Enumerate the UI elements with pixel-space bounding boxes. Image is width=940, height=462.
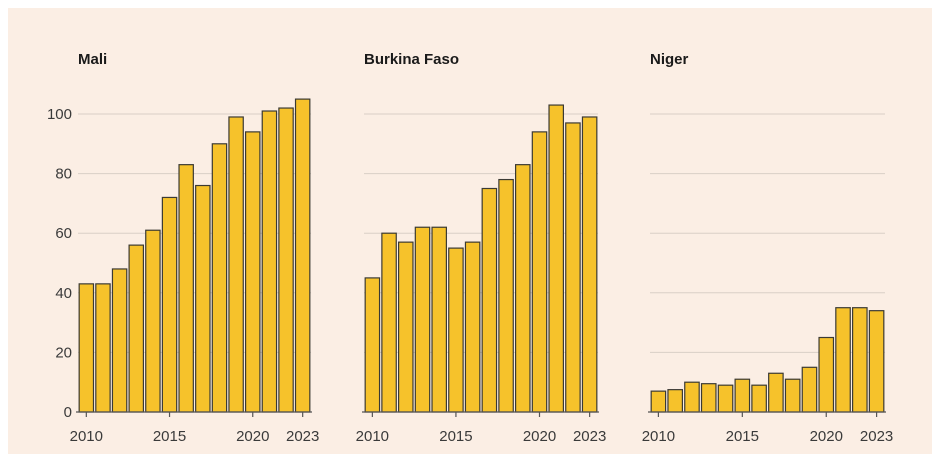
bar: [498, 178, 514, 413]
x-tick-label: 2015: [439, 428, 472, 445]
bar: [514, 164, 531, 413]
bar: [195, 184, 211, 413]
bar: [145, 229, 161, 413]
bar: [228, 116, 244, 413]
bar: [818, 336, 835, 413]
bar: [548, 104, 565, 413]
bar: [481, 187, 498, 413]
bar: [464, 241, 481, 413]
y-tick-label: 80: [55, 166, 72, 183]
bar: [650, 390, 667, 413]
y-tick-label: 0: [64, 404, 72, 421]
bar: [414, 226, 431, 413]
bar: [111, 268, 128, 413]
bar: [565, 122, 581, 413]
bar: [751, 384, 767, 413]
bar: [381, 232, 397, 413]
bar: [784, 378, 801, 413]
bar: [244, 131, 261, 413]
bar: [128, 244, 145, 413]
x-tick-label: 2023: [573, 428, 606, 445]
y-tick-label: 20: [55, 344, 72, 361]
panel-0: Mali 0 20 40 60 80 100 2010 2015 2020 2023: [47, 51, 319, 445]
panel-title: Mali: [78, 51, 107, 68]
bar: [278, 107, 294, 413]
bar: [868, 310, 885, 413]
x-tick-label: 2023: [286, 428, 319, 445]
bar: [78, 283, 95, 413]
bar: [531, 131, 548, 413]
bar: [835, 307, 851, 413]
x-tick-label: 2010: [70, 428, 103, 445]
bar: [801, 366, 818, 413]
bar: [581, 116, 598, 413]
x-tick-label: 2020: [523, 428, 556, 445]
bar: [448, 247, 464, 413]
bar: [700, 383, 717, 413]
x-tick-label: 2020: [810, 428, 843, 445]
bar: [161, 196, 178, 413]
panel-1: Burkina Faso 2010 2015 2020 2023: [356, 51, 607, 445]
x-tick-label: 2015: [726, 428, 759, 445]
bar: [768, 372, 784, 413]
y-tick-label: 60: [55, 225, 72, 242]
x-tick-label: 2015: [153, 428, 186, 445]
bar: [178, 164, 194, 413]
bar: [294, 98, 311, 413]
bar: [717, 384, 734, 413]
y-tick-label: 100: [47, 106, 72, 123]
y-tick-label: 40: [55, 285, 72, 302]
panel-2: Niger 2010 2015 2020 2023: [642, 51, 894, 445]
bar: [211, 143, 228, 413]
bar: [734, 378, 751, 413]
panel-title: Niger: [650, 51, 689, 68]
bar: [431, 226, 448, 413]
bar: [667, 389, 683, 413]
x-tick-label: 2010: [356, 428, 389, 445]
bar: [95, 283, 111, 413]
panel-title: Burkina Faso: [364, 51, 459, 68]
x-tick-label: 2020: [236, 428, 269, 445]
bar: [364, 277, 381, 413]
bar: [852, 307, 868, 413]
x-tick-label: 2010: [642, 428, 675, 445]
bar: [684, 381, 700, 413]
bar: [261, 110, 278, 413]
bar: [397, 241, 414, 413]
x-tick-label: 2023: [860, 428, 893, 445]
